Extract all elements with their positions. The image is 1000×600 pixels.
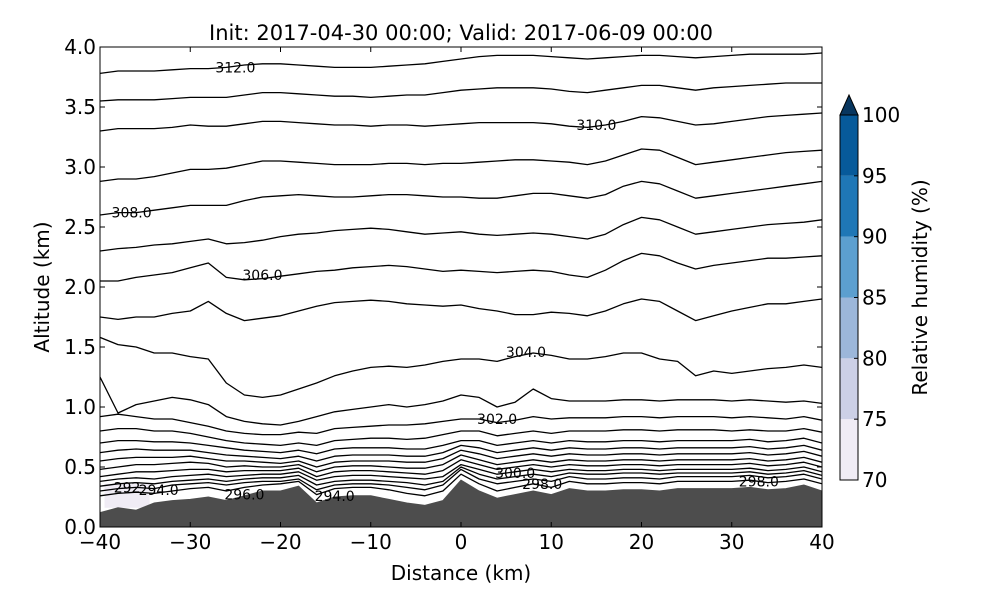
colorbar-extend-max	[839, 93, 859, 116]
y-tick-label: 1.0	[64, 395, 96, 419]
colorbar-segment	[840, 236, 858, 298]
colorbar-tick-label: 100	[862, 103, 900, 127]
y-tick-label: 1.5	[64, 335, 96, 359]
isentrope-contour	[100, 216, 822, 252]
isentrope-contour	[100, 466, 822, 487]
isentrope-contour	[100, 413, 822, 436]
colorbar-tick-label: 90	[862, 225, 887, 249]
contour-label: 296.0	[224, 488, 264, 504]
isentrope-contour	[100, 437, 822, 455]
colorbar: 70 75 80 85 90 95 100	[839, 93, 900, 492]
contour-label: 294.0	[139, 483, 179, 499]
isentrope-contour	[100, 376, 822, 426]
isentrope-contour	[100, 298, 822, 322]
contour-label: 294.0	[315, 489, 355, 505]
isentrope-contour	[100, 449, 822, 468]
x-tick-label: −40	[79, 530, 121, 554]
y-tick-label: 2.0	[64, 275, 96, 299]
isentrope-contour	[100, 82, 822, 102]
x-tick-label: −10	[350, 530, 392, 554]
contour-label-layer: 312.0310.0308.0306.0304.0302.0300.0298.0…	[112, 60, 779, 504]
isentrope-contour	[100, 112, 822, 132]
contour-label: 300.0	[495, 466, 535, 482]
isentrope-contour	[100, 444, 822, 462]
x-tick-label: 30	[719, 530, 744, 554]
colorbar-tick-label: 75	[862, 407, 887, 431]
contour-label: 292	[114, 480, 141, 496]
x-tick-label: −30	[169, 530, 211, 554]
contour-label: 310.0	[576, 118, 616, 134]
y-tick-label: 0.5	[64, 455, 96, 479]
contour-label: 302.0	[477, 412, 517, 428]
isentrope-contour	[100, 473, 822, 497]
isentrope-contour	[100, 180, 822, 216]
colorbar-segment	[840, 358, 858, 420]
colorbar-tick-label: 80	[862, 346, 887, 370]
y-tick-label: 2.5	[64, 215, 96, 239]
contour-label: 306.0	[242, 268, 282, 284]
isentrope-contour	[100, 459, 822, 478]
colorbar-tick-label: 85	[862, 286, 887, 310]
isentrope-contour	[100, 468, 822, 492]
contour-layer	[100, 52, 822, 497]
plot-area: 312.0310.0308.0306.0304.0302.0300.0298.0…	[99, 46, 823, 528]
isentrope-contour	[100, 427, 822, 447]
x-tick-label: 0	[455, 530, 468, 554]
colorbar-tick-label: 70	[862, 468, 887, 492]
x-axis: −40 −30 −20 −10 0 10 20 30 40	[79, 47, 835, 554]
isentrope-contour	[100, 148, 822, 183]
isentrope-contour	[100, 252, 822, 282]
colorbar-segment	[840, 115, 858, 176]
contour-label: 298.0	[522, 477, 562, 493]
isentrope-contour	[100, 336, 822, 399]
contour-label: 312.0	[215, 60, 255, 76]
contour-label: 298.0	[739, 474, 779, 490]
y-tick-label: 0.0	[64, 515, 96, 539]
x-tick-label: −20	[259, 530, 301, 554]
y-axis: 0.0 0.5 1.0 1.5 2.0 2.5 3.0 3.5 4.0	[64, 35, 822, 539]
isentrope-contour	[100, 463, 822, 483]
x-tick-label: 10	[539, 530, 564, 554]
colorbar-segment	[840, 175, 858, 237]
x-axis-label: Distance (km)	[391, 561, 531, 585]
isentrope-contour	[100, 454, 822, 473]
isentrope-contour	[100, 52, 822, 75]
terrain-layer	[100, 479, 822, 527]
contour-label: 304.0	[506, 345, 546, 361]
y-tick-label: 3.5	[64, 95, 96, 119]
y-axis-label: Altitude (km)	[30, 221, 54, 352]
y-tick-label: 4.0	[64, 35, 96, 59]
colorbar-label: Relative humidity (%)	[908, 179, 932, 395]
x-tick-label: 20	[629, 530, 654, 554]
colorbar-segment	[840, 297, 858, 359]
colorbar-tick-label: 95	[862, 164, 887, 188]
x-tick-label: 40	[809, 530, 834, 554]
contour-label: 308.0	[112, 206, 152, 222]
colorbar-segment	[840, 419, 858, 480]
y-tick-label: 3.0	[64, 155, 96, 179]
chart-title: Init: 2017-04-30 00:00; Valid: 2017-06-0…	[209, 21, 713, 45]
terrain-profile	[100, 479, 822, 527]
